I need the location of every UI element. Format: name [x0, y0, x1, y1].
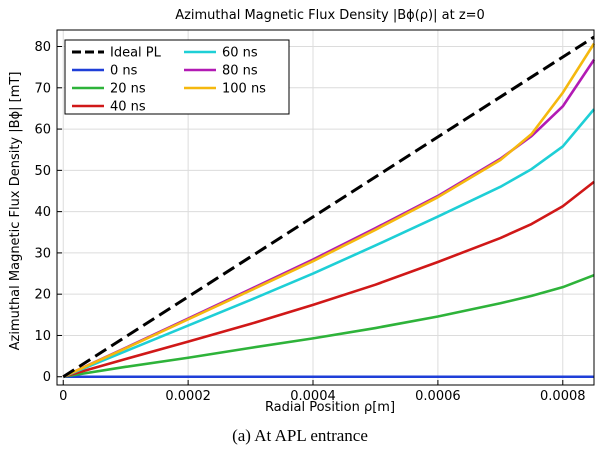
legend-label: 80 ns: [222, 64, 258, 79]
x-tick-label: 0.0008: [540, 389, 586, 404]
y-tick-label: 60: [34, 123, 51, 138]
y-tick-label: 70: [34, 81, 51, 96]
figure-caption: (a) At APL entrance: [232, 426, 368, 445]
series-lines: [62, 35, 596, 379]
plot-frame: [56, 29, 595, 386]
x-tick-label: 0.0002: [165, 389, 211, 404]
series-line-60-ns: [62, 108, 595, 378]
y-tick-label: 80: [34, 40, 51, 55]
ticks: 0 0.0002 0.0004 0.0006 0.0008 0 10 20 30 40 50 60 70…: [34, 40, 585, 404]
legend: Ideal PL 0 ns 20 ns 40 ns 60 ns 80 ns 100 ns: [64, 39, 290, 115]
legend-label: 20 ns: [110, 82, 146, 97]
y-tick-label: 20: [34, 288, 51, 303]
chart-title: Azimuthal Magnetic Flux Density |Bϕ(ρ)| …: [175, 8, 485, 23]
x-tick-label: 0: [59, 389, 67, 404]
x-tick-label: 0.0006: [415, 389, 461, 404]
legend-label: 40 ns: [110, 100, 146, 115]
y-tick-label: 30: [34, 246, 51, 261]
series-line-20-ns: [63, 273, 595, 379]
legend-label: Ideal PL: [110, 46, 162, 61]
x-tick-label: 0.0004: [290, 389, 336, 404]
series-line-ideal-pl: [62, 35, 595, 379]
flux-density-chart: 0 0.0002 0.0004 0.0006 0.0008 0 10 20 30 40 50 60 70…: [8, 8, 596, 415]
legend-label: 100 ns: [222, 82, 266, 97]
y-axis-label: Azimuthal Magnetic Flux Density |Bϕ| [mT…: [8, 72, 23, 351]
y-tick-label: 40: [34, 205, 51, 220]
legend-label: 60 ns: [222, 46, 258, 61]
y-tick-label: 10: [34, 329, 51, 344]
legend-label: 0 ns: [110, 64, 138, 79]
x-axis-label: Radial Position ρ[m]: [265, 400, 395, 415]
series-line-100-ns: [62, 42, 596, 378]
series-line-40-ns: [62, 180, 595, 378]
y-tick-label: 0: [43, 370, 51, 385]
y-tick-label: 50: [34, 164, 51, 179]
